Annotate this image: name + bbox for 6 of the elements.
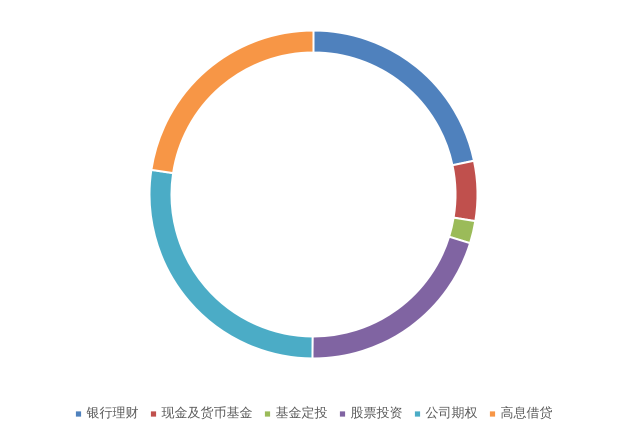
- legend-label: 高息借贷: [500, 404, 552, 422]
- legend-label: 现金及货币基金: [162, 404, 252, 422]
- legend-label: 银行理财: [86, 404, 138, 422]
- legend-label: 基金定投: [276, 404, 328, 422]
- legend-label: 公司期权: [426, 404, 478, 422]
- legend-label: 股票投资: [350, 404, 402, 422]
